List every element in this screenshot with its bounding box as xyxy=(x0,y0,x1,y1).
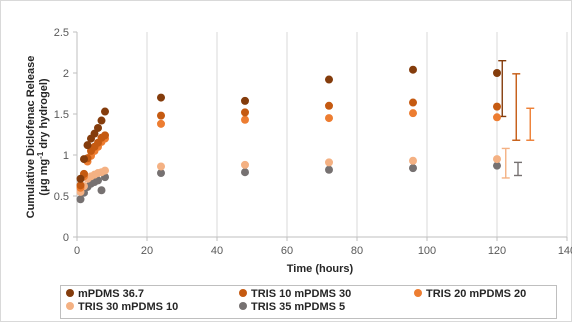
x-tick-label: 60 xyxy=(281,245,293,257)
error-bar xyxy=(514,161,522,177)
data-point xyxy=(409,109,417,118)
error-bar xyxy=(526,107,535,141)
legend-item: TRIS 10 mPDMS 30 xyxy=(239,288,351,300)
legend-label: TRIS 30 mPDMS 10 xyxy=(78,301,178,313)
data-point xyxy=(101,166,109,175)
legend-marker xyxy=(66,289,74,297)
legend: mPDMS 36.7 TRIS 10 mPDMS 30 TRIS 20 mPDMS … xyxy=(66,288,526,313)
error-bar-layer xyxy=(498,60,535,179)
x-tick-label: 40 xyxy=(211,245,223,257)
legend-label: TRIS 20 mPDMS 20 xyxy=(426,288,526,300)
data-point xyxy=(157,119,165,128)
legend-label: TRIS 10 mPDMS 30 xyxy=(251,288,351,300)
y-axis-title: Cumulative Diclofenac Release (μg mg-1 d… xyxy=(25,56,50,219)
data-point xyxy=(241,96,249,105)
legend-marker xyxy=(239,289,247,297)
data-point xyxy=(241,115,249,124)
data-point xyxy=(76,174,85,183)
legend-item: TRIS 30 mPDMS 10 xyxy=(66,301,178,313)
data-point xyxy=(97,186,106,195)
y-axis-title-line2: (μg mg-1 dry hydrogel) xyxy=(36,78,51,195)
data-point xyxy=(493,113,501,122)
data-point xyxy=(76,195,85,204)
error-bar xyxy=(501,147,510,179)
data-point xyxy=(76,181,85,190)
data-point xyxy=(157,93,165,102)
legend-marker xyxy=(66,302,74,310)
data-point xyxy=(493,102,501,111)
data-point xyxy=(157,111,165,120)
axis-layer: 0 0.5 1 1.5 2 2.5 0 20 40 60 80 100 120 140 xyxy=(54,27,572,257)
data-point xyxy=(97,116,106,125)
legend-marker xyxy=(414,289,422,297)
data-point xyxy=(101,131,109,140)
data-point xyxy=(325,165,333,174)
y-tick-label: 1 xyxy=(63,150,69,162)
data-point xyxy=(83,141,92,150)
x-tick-label: 100 xyxy=(418,245,436,257)
data-point xyxy=(325,101,333,110)
error-bar xyxy=(512,73,521,141)
data-point xyxy=(493,161,501,170)
data-point xyxy=(241,160,249,169)
grid-layer xyxy=(146,32,568,237)
legend-item: TRIS 20 mPDMS 20 xyxy=(414,288,526,300)
x-axis-title: Time (hours) xyxy=(287,263,354,275)
legend-marker xyxy=(239,302,247,310)
series-1 xyxy=(76,65,501,183)
data-point xyxy=(325,158,333,167)
x-tick-label: 20 xyxy=(141,245,153,257)
legend-item: TRIS 35 mPDMS 5 xyxy=(239,301,345,313)
data-point xyxy=(157,169,165,178)
legend-label: TRIS 35 mPDMS 5 xyxy=(251,301,345,313)
data-point xyxy=(94,123,102,132)
y-axis-title-line1: Cumulative Diclofenac Release xyxy=(25,56,37,219)
y-tick-label: 2.5 xyxy=(54,27,69,39)
data-point xyxy=(493,69,501,77)
y-tick-label: 2 xyxy=(63,68,69,80)
x-tick-label: 140 xyxy=(558,245,572,257)
data-point xyxy=(325,75,333,84)
data-point xyxy=(101,107,109,116)
data-point xyxy=(241,168,249,177)
data-point xyxy=(409,98,417,107)
data-point xyxy=(157,162,165,171)
data-point xyxy=(80,155,88,164)
data-point xyxy=(409,164,417,173)
data-point xyxy=(409,65,417,74)
y-tick-label: 0.5 xyxy=(54,191,69,203)
data-point xyxy=(493,155,501,164)
y-tick-label: 1.5 xyxy=(54,109,69,121)
data-point xyxy=(409,156,417,165)
legend-box xyxy=(60,285,557,319)
point-layer xyxy=(76,65,501,204)
legend-item: mPDMS 36.7 xyxy=(66,288,144,300)
data-point xyxy=(94,176,102,185)
data-point xyxy=(325,114,333,123)
data-point xyxy=(90,129,99,138)
data-point xyxy=(241,108,249,117)
y-tick-label: 0 xyxy=(63,232,69,244)
x-tick-label: 0 xyxy=(74,245,80,257)
legend-label: mPDMS 36.7 xyxy=(78,288,144,300)
x-tick-label: 120 xyxy=(488,245,506,257)
x-tick-label: 80 xyxy=(351,245,363,257)
